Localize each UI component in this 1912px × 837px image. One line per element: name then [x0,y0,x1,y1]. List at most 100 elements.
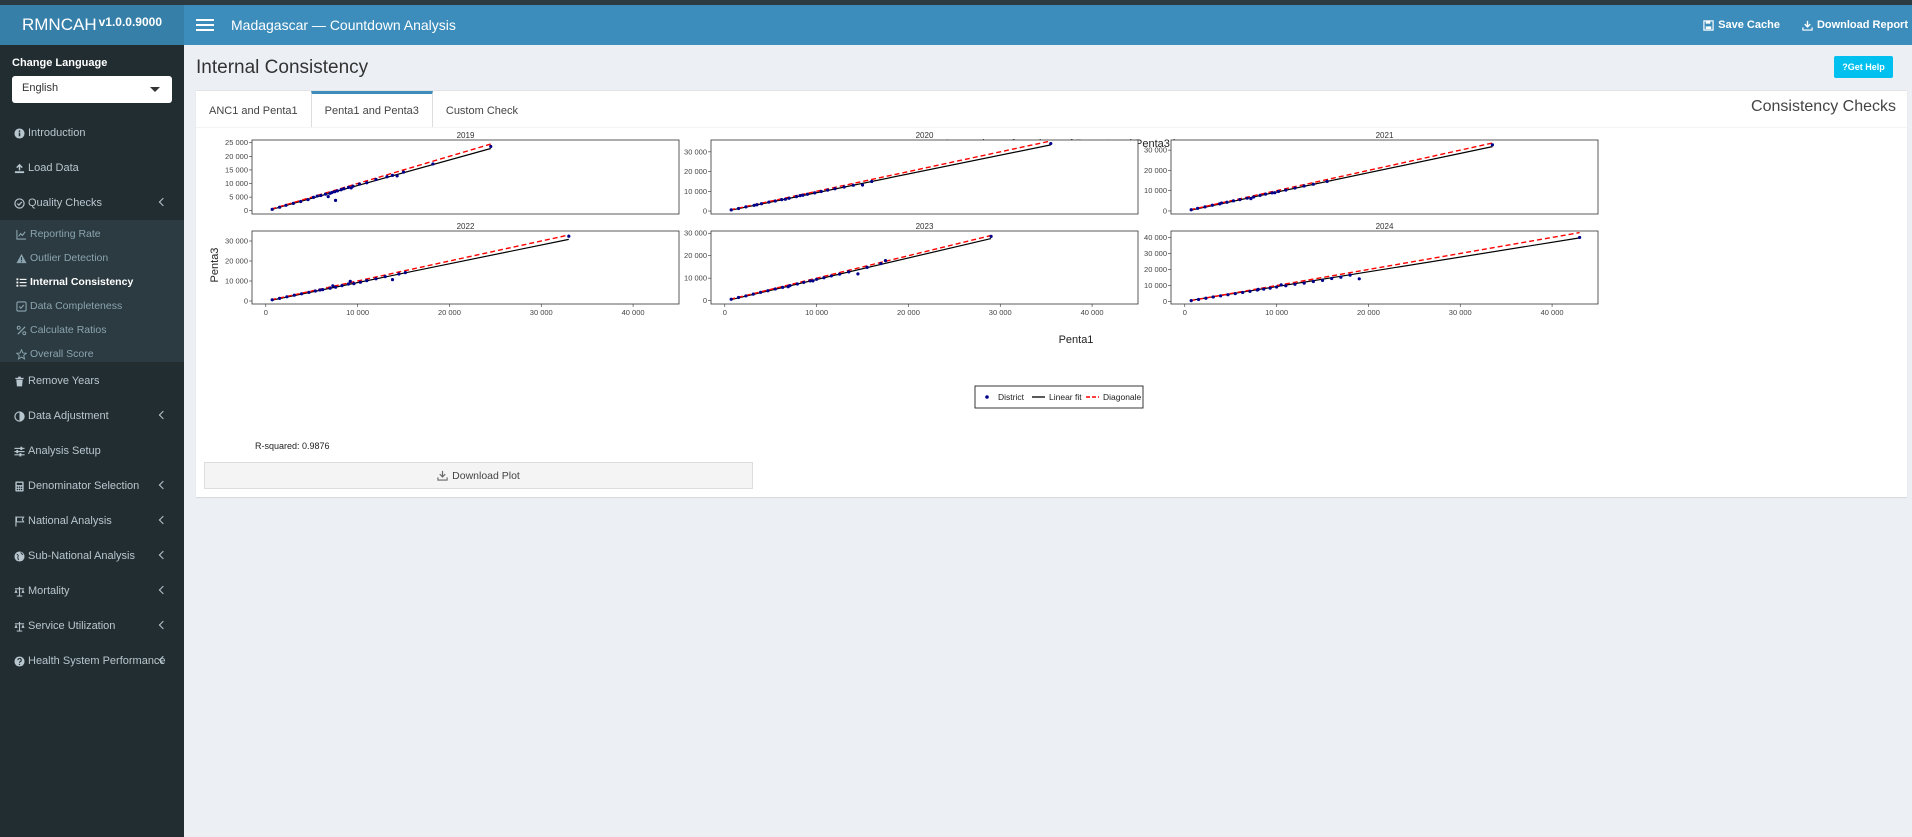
submenu-item-internal-consistency[interactable]: Internal Consistency [0,270,184,294]
district-point [1204,296,1208,300]
district-point [291,201,295,205]
x-tick-label-2024: 10 000 [1265,308,1288,317]
submenu-item-outlier-detection[interactable]: Outlier Detection [0,246,184,270]
sidebar-item-data-adjustment[interactable]: Data Adjustment [0,401,184,431]
district-point [374,277,378,281]
sidebar-item-national-analysis[interactable]: National Analysis [0,506,184,536]
district-point [403,271,407,275]
district-point [352,282,356,286]
sidebar-item-sub-national-analysis[interactable]: Sub-National Analysis [0,541,184,571]
district-point [390,173,395,177]
district-point [1218,294,1223,298]
app-logo[interactable]: RMNCAH v1.0.0.9000 [0,5,184,45]
tab-label: Custom Check [445,104,519,117]
y-tick-label-2024: 30 000 [1144,249,1167,258]
sidebar-item-health-system-performance[interactable]: Health System Performance [0,646,184,676]
tab-anc1-and-penta1[interactable]: ANC1 and Penta1 [196,91,311,127]
district-point [1270,191,1274,195]
chevron-left-icon [158,620,168,630]
sidebar-item-label: Quality Checks [28,197,102,209]
district-point [1276,189,1281,194]
percent-icon [16,325,27,336]
district-point [397,272,401,276]
district-point [1252,195,1256,199]
district-point [567,234,571,238]
district-point [856,272,860,276]
district-point [744,294,748,298]
submenu-item-calculate-ratios[interactable]: Calculate Ratios [0,318,184,342]
district-point [826,188,830,192]
district-point [1245,196,1249,200]
x-tick-label-2023: 20 000 [897,308,920,317]
district-point [328,286,332,290]
y-tick-label-2024: 20 000 [1144,265,1167,274]
submenu-item-overall-score[interactable]: Overall Score [0,342,184,366]
x-tick-label-2022: 0 [264,308,268,317]
y-tick-label-2021: 20 000 [1144,166,1167,175]
sidebar-item-denominator-selection[interactable]: Denominator Selection [0,471,184,501]
save-icon [1703,19,1714,31]
district-point [1219,201,1224,205]
facet-panel-2021 [1170,139,1599,215]
x-tick-label-2023: 30 000 [989,308,1012,317]
tab-penta1-and-penta3[interactable]: Penta1 and Penta3 [310,91,433,127]
district-point [865,265,869,269]
district-point [795,282,799,286]
x-tick-label-2023: 0 [723,308,727,317]
district-point [822,276,826,280]
district-point [1238,198,1242,202]
district-point [307,290,311,294]
district-point [989,234,993,238]
district-point [1293,186,1297,190]
linear-fit-line-2020 [730,144,1051,211]
district-point [1196,297,1201,302]
get-help-button[interactable]: ? Get Help [1834,56,1893,78]
y-tick-label-2019: 15 000 [225,165,248,174]
download-report-button[interactable]: Download Report [1802,19,1908,31]
chevron-left-icon [158,515,168,525]
sidebar-item-load-data[interactable]: Load Data [0,153,184,183]
district-point [1330,276,1334,281]
district-point [837,272,842,276]
district-point [348,279,352,283]
district-point [842,185,846,189]
line-chart-icon [16,229,27,240]
tab-custom-check[interactable]: Custom Check [433,91,531,127]
download-plot-button[interactable]: Download Plot [204,462,753,489]
district-point [766,289,770,293]
district-point [1273,191,1277,195]
x-tick-label-2023: 10 000 [805,308,828,317]
sidebar-toggle-icon[interactable] [196,16,214,34]
district-point [736,295,741,300]
submenu-item-reporting-rate[interactable]: Reporting Rate [0,222,184,246]
sidebar-item-service-utilization[interactable]: Service Utilization [0,611,184,641]
facet-panel-2020 [710,139,1139,215]
sidebar-item-analysis-setup[interactable]: Analysis Setup [0,436,184,466]
language-select[interactable]: English [12,76,172,103]
district-point [1357,277,1361,281]
district-point [489,144,493,149]
facet-label-2019: 2019 [457,131,475,140]
sidebar-item-remove-years[interactable]: Remove Years [0,366,184,396]
district-point [801,193,805,197]
district-point [401,170,406,174]
x-tick-label-2022: 30 000 [530,308,553,317]
submenu-item-data-completeness[interactable]: Data Completeness [0,294,184,318]
y-tick-label-2020: 20 000 [684,167,707,176]
sidebar-item-label: Load Data [28,162,79,174]
district-point [1210,203,1214,207]
district-point [833,187,837,191]
sliders-icon [14,446,25,457]
sidebar-item-introduction[interactable]: Introduction [0,118,184,148]
consistency-checks-box: ANC1 and Penta1 Penta1 and Penta3 Custom… [196,90,1907,497]
question-icon: ? [1842,62,1848,72]
district-point [811,279,815,283]
sidebar-item-label: Mortality [28,585,70,597]
sidebar-item-quality-checks[interactable]: Quality Checks [0,188,184,218]
district-point [755,203,759,207]
sidebar-item-mortality[interactable]: Mortality [0,576,184,606]
facet-panel-2022 [251,230,680,305]
district-point [870,179,874,184]
save-cache-button[interactable]: Save Cache [1703,19,1780,31]
district-point [385,175,389,179]
